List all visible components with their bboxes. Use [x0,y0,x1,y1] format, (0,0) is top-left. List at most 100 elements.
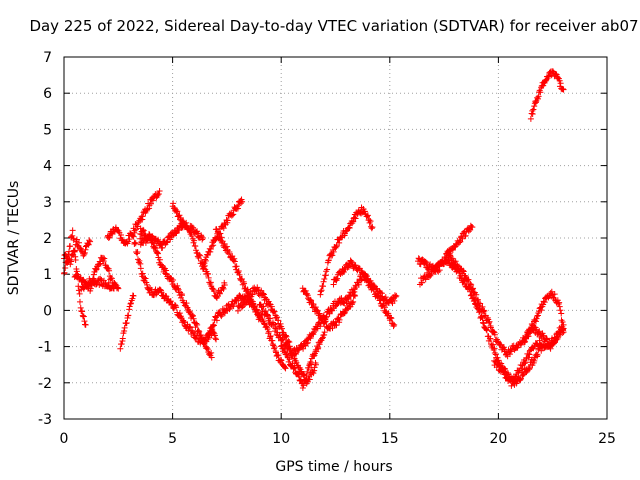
data-point [277,356,284,363]
data-point [140,226,147,233]
data-point [449,246,456,253]
data-point [66,248,73,255]
data-point [302,287,309,294]
data-point [235,267,242,274]
data-point [249,291,256,298]
data-point [216,290,223,297]
data-point [207,246,214,253]
data-point [309,330,316,337]
data-point [271,308,278,315]
data-point [127,300,134,307]
data-point [491,331,498,338]
data-point [469,224,476,231]
data-point [340,310,347,317]
data-point [196,251,203,258]
data-point [311,364,318,371]
data-point [155,190,162,197]
data-point [70,237,77,244]
data-point [205,274,212,281]
data-point [260,291,267,298]
data-point [188,311,195,318]
data-point [537,89,544,96]
data-point [190,315,197,322]
data-point [179,218,186,225]
data-point [393,292,400,299]
data-point [193,229,200,236]
data-point [313,306,320,313]
series-track-p [278,329,328,391]
data-point [275,352,282,359]
series-track-a [60,227,89,328]
y-tick-label: -2 [38,376,52,392]
data-point [170,277,177,284]
data-point [210,242,217,249]
series-track-z [527,68,567,122]
data-point [200,265,207,272]
data-point [527,115,534,122]
data-point [432,268,439,275]
data-point [553,336,560,343]
data-point [530,322,537,329]
data-point [283,333,290,340]
data-point [205,270,212,277]
data-point [289,360,296,367]
data-point [513,380,520,387]
data-point [534,94,541,101]
data-point [537,341,544,348]
data-point [156,187,163,194]
x-tick-label: 0 [60,431,69,447]
data-point [126,303,133,310]
data-point [188,229,195,236]
data-point [135,256,142,263]
data-point [483,326,490,333]
data-point [79,308,86,315]
data-point [324,266,331,273]
data-point [208,243,215,250]
data-point [186,323,193,330]
data-point [118,341,125,348]
data-point [142,275,149,282]
data-point [241,280,248,287]
data-point [164,295,171,302]
series-track-y [521,288,567,344]
chart-title: Day 225 of 2022, Sidereal Day-to-day VTE… [29,17,638,35]
data-point [279,335,286,342]
data-point [106,267,113,274]
data-point [350,298,357,305]
data-point [214,228,221,235]
data-point [186,308,193,315]
data-point [334,275,341,282]
data-point [525,354,532,361]
data-point [452,258,459,265]
data-point [351,288,358,295]
series-track-o [256,294,350,359]
data-point [352,215,359,222]
data-point [391,321,398,328]
data-point [193,247,200,254]
data-point [423,260,430,267]
data-point [82,321,89,328]
data-point [273,325,280,332]
data-point [205,330,212,337]
data-point [320,278,327,285]
data-point [232,263,239,270]
data-point [454,262,461,269]
data-point [125,312,132,319]
data-point [219,311,226,318]
data-point [491,350,498,357]
data-point [358,277,364,284]
data-point [81,251,88,258]
data-point [178,292,185,299]
data-point [346,225,353,232]
data-point [351,214,358,221]
series-track-n [234,284,319,387]
data-point [457,238,464,245]
data-point [460,268,467,275]
data-point [207,248,214,255]
data-point [526,347,533,354]
data-point [358,276,365,283]
data-point [545,73,552,80]
data-point [555,301,562,308]
data-point [303,340,310,347]
data-point [368,225,375,232]
